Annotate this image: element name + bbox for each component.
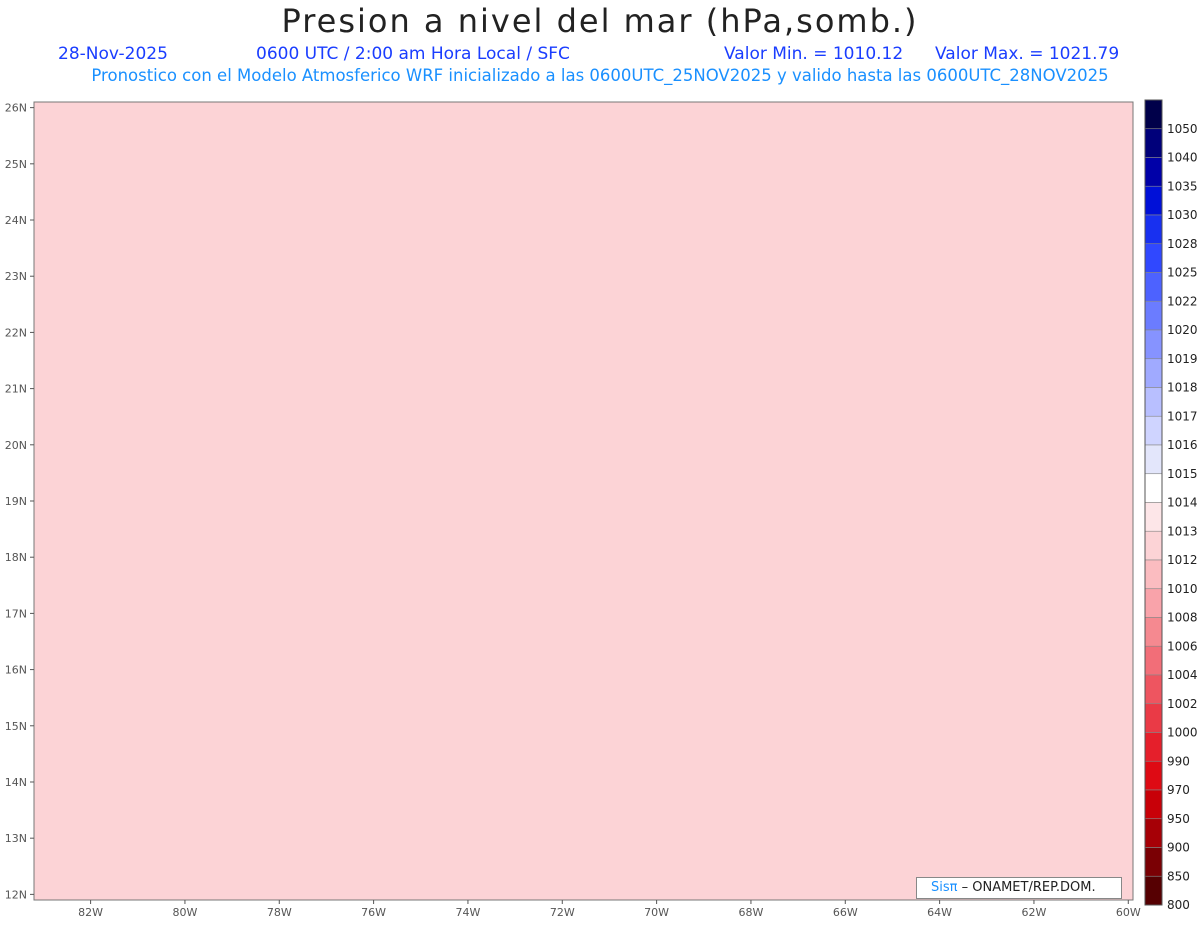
- legend-swatch-1020: [1144, 300, 1163, 331]
- forecast-time: 0600 UTC / 2:00 am Hora Local / SFC: [256, 44, 570, 64]
- legend-label-1012: 1012: [1167, 553, 1198, 567]
- legend-swatch-800: [1144, 875, 1163, 906]
- legend-label-1008: 1008: [1167, 611, 1198, 625]
- band-1012: [34, 102, 1133, 900]
- lat-label-12N: 12N: [5, 888, 27, 901]
- legend-label-970: 970: [1167, 783, 1190, 797]
- legend-label-1006: 1006: [1167, 639, 1198, 653]
- legend-swatch-1013: [1144, 502, 1163, 532]
- legend-label-1004: 1004: [1167, 668, 1198, 682]
- max-value: Valor Max. = 1021.79: [935, 44, 1120, 64]
- lat-label-16N: 16N: [5, 664, 27, 677]
- legend-label-1035: 1035: [1167, 179, 1198, 193]
- legend-label-800: 800: [1167, 898, 1190, 912]
- legend-swatch-1050: [1144, 99, 1163, 130]
- legend-label-990: 990: [1167, 754, 1190, 768]
- lat-label-26N: 26N: [5, 102, 27, 115]
- lat-label-22N: 22N: [5, 326, 27, 339]
- legend-swatch-1022: [1144, 272, 1163, 302]
- legend-swatch-900: [1144, 818, 1163, 848]
- legend-label-1020: 1020: [1167, 323, 1198, 337]
- lon-label-60W: 60W: [1116, 906, 1141, 919]
- legend-swatch-1008: [1144, 588, 1163, 618]
- legend-swatch-1015: [1144, 444, 1163, 475]
- legend-label-1013: 1013: [1167, 524, 1198, 538]
- legend-swatch-1006: [1144, 617, 1163, 647]
- legend-label-1050: 1050: [1167, 122, 1198, 136]
- legend-swatch-1019: [1144, 329, 1163, 360]
- legend-label-1017: 1017: [1167, 409, 1198, 423]
- lat-label-17N: 17N: [5, 607, 27, 620]
- legend-swatch-850: [1144, 847, 1163, 877]
- legend-label-1000: 1000: [1167, 726, 1198, 740]
- lon-label-72W: 72W: [550, 906, 575, 919]
- legend-label-1030: 1030: [1167, 208, 1198, 222]
- legend-swatch-1018: [1144, 358, 1163, 388]
- legend-label-1014: 1014: [1167, 496, 1198, 510]
- legend-label-1016: 1016: [1167, 438, 1198, 452]
- legend-swatch-1025: [1144, 243, 1163, 273]
- legend-label-1022: 1022: [1167, 294, 1198, 308]
- lon-label-64W: 64W: [927, 906, 952, 919]
- lat-label-23N: 23N: [5, 270, 27, 283]
- credit-text: – ONAMET/REP.DOM.: [957, 880, 1096, 895]
- lat-label-24N: 24N: [5, 214, 27, 227]
- legend-swatch-990: [1144, 732, 1163, 762]
- lon-label-70W: 70W: [644, 906, 669, 919]
- legend-swatch-1016: [1144, 415, 1163, 446]
- legend-swatch-1017: [1144, 387, 1163, 417]
- lat-label-25N: 25N: [5, 158, 27, 171]
- lon-label-62W: 62W: [1022, 906, 1047, 919]
- model-info: Pronostico con el Modelo Atmosferico WRF…: [91, 66, 1109, 85]
- lon-label-82W: 82W: [78, 906, 103, 919]
- legend-swatch-970: [1144, 760, 1163, 791]
- min-value: Valor Min. = 1010.12: [724, 44, 904, 64]
- lon-label-68W: 68W: [739, 906, 764, 919]
- legend-swatch-1002: [1144, 674, 1163, 705]
- legend-label-900: 900: [1167, 841, 1190, 855]
- legend-swatch-950: [1144, 789, 1163, 820]
- legend-swatch-1000: [1144, 703, 1163, 733]
- credit-box: Sisπ – ONAMET/REP.DOM.: [916, 877, 1122, 899]
- legend-swatch-1004: [1144, 645, 1163, 676]
- legend-label-850: 850: [1167, 869, 1190, 883]
- legend-label-1025: 1025: [1167, 266, 1198, 280]
- lat-label-13N: 13N: [5, 832, 27, 845]
- lat-label-21N: 21N: [5, 383, 27, 396]
- legend-swatch-1028: [1144, 214, 1163, 245]
- legend-label-1028: 1028: [1167, 237, 1198, 251]
- legend-swatch-1030: [1144, 185, 1163, 216]
- lat-label-18N: 18N: [5, 551, 27, 564]
- sispi-logo-text: Sisπ: [931, 880, 958, 895]
- legend-swatch-1035: [1144, 157, 1163, 187]
- lon-label-80W: 80W: [172, 906, 197, 919]
- legend-label-1010: 1010: [1167, 582, 1198, 596]
- legend-frame: [1144, 99, 1163, 906]
- lon-label-76W: 76W: [361, 906, 386, 919]
- legend-swatch-1012: [1144, 530, 1163, 561]
- legend-label-950: 950: [1167, 812, 1190, 826]
- forecast-date: 28-Nov-2025: [58, 44, 168, 64]
- legend-swatch-1040: [1144, 128, 1163, 158]
- lon-label-74W: 74W: [456, 906, 481, 919]
- chart-title: Presion a nivel del mar (hPa,somb.): [281, 2, 919, 40]
- lon-label-66W: 66W: [833, 906, 858, 919]
- legend-label-1040: 1040: [1167, 151, 1198, 165]
- lon-label-78W: 78W: [267, 906, 292, 919]
- legend-swatch-1014: [1144, 473, 1163, 503]
- legend-label-1018: 1018: [1167, 381, 1198, 395]
- legend-label-1015: 1015: [1167, 467, 1198, 481]
- lat-label-15N: 15N: [5, 720, 27, 733]
- lat-label-19N: 19N: [5, 495, 27, 508]
- legend-swatch-1010: [1144, 559, 1163, 590]
- lat-label-14N: 14N: [5, 776, 27, 789]
- legend-label-1002: 1002: [1167, 697, 1198, 711]
- lat-label-20N: 20N: [5, 439, 27, 452]
- legend-label-1019: 1019: [1167, 352, 1198, 366]
